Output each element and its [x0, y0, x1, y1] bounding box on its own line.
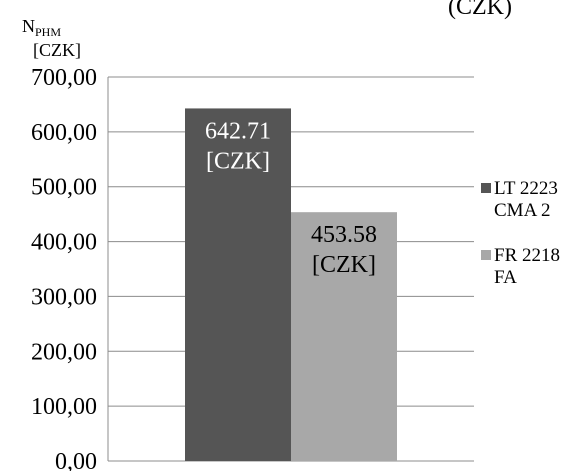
- bar-data-label: [CZK]: [312, 252, 376, 278]
- y-axis-title-subscript: PHM: [35, 25, 61, 39]
- bar-data-label: [CZK]: [206, 148, 270, 174]
- bar: [291, 212, 397, 461]
- legend-label: LT 2223: [494, 178, 558, 199]
- y-axis-title-main: N: [22, 16, 35, 36]
- legend-label: CMA 2: [494, 200, 551, 221]
- y-axis-title-unit: [CZK]: [33, 40, 81, 60]
- y-tick-label: 600,00: [31, 120, 97, 146]
- y-tick-label: 400,00: [31, 230, 97, 256]
- chart-title-fragment: (CZK): [448, 0, 512, 20]
- bar: [185, 108, 291, 461]
- legend-swatch: [481, 183, 491, 193]
- y-tick-label: 200,00: [31, 339, 97, 365]
- y-tick-label: 300,00: [31, 284, 97, 310]
- bar-data-label: 642.71: [205, 118, 271, 144]
- legend-swatch: [481, 250, 491, 260]
- bar-data-label: 453.58: [311, 222, 377, 248]
- y-axis-title: NPHM [CZK]: [22, 16, 81, 60]
- y-tick-label: 700,00: [31, 65, 97, 91]
- legend-label: FR 2218: [494, 245, 560, 266]
- y-tick-label: 100,00: [31, 394, 97, 420]
- svg-text:NPHM: NPHM: [22, 16, 61, 39]
- y-tick-label: 500,00: [31, 175, 97, 201]
- legend-label: FA: [494, 267, 517, 288]
- y-tick-label: 0,00: [55, 449, 97, 471]
